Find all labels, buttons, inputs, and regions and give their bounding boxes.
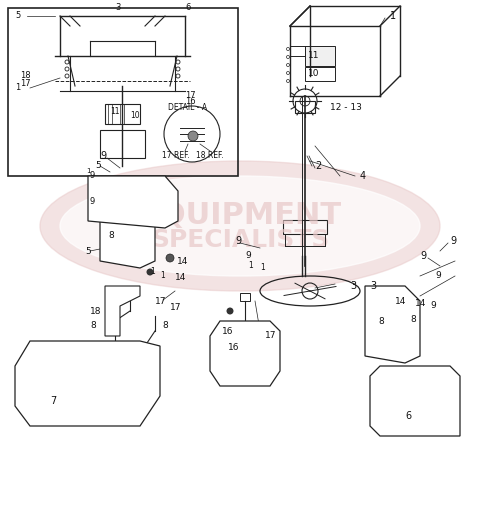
Text: 1: 1 [248,262,253,270]
Bar [105,104,140,124]
Text: 8: 8 [410,314,416,324]
Bar [295,101,315,113]
Text: 11: 11 [110,107,120,117]
Text: 9: 9 [235,236,241,246]
Text: 1: 1 [100,206,105,216]
Text: 9: 9 [115,211,121,221]
Text: 9: 9 [430,301,436,311]
Text: 1: 1 [390,11,396,21]
Bar [305,67,335,81]
Text: 9: 9 [420,251,426,261]
Text: 14: 14 [175,273,186,282]
Text: 17: 17 [170,303,181,313]
Circle shape [146,268,154,276]
Text: SPECIALISTS: SPECIALISTS [151,228,329,252]
Text: 9: 9 [140,260,146,268]
Text: 18 REF.: 18 REF. [196,151,224,159]
Text: 17 REF.: 17 REF. [162,151,190,159]
Text: 14: 14 [415,299,426,309]
Text: 16: 16 [222,327,233,335]
Circle shape [227,308,233,314]
Ellipse shape [40,161,440,291]
Text: 1: 1 [150,266,155,276]
Text: 8: 8 [90,321,96,331]
Text: 3: 3 [115,4,120,12]
Ellipse shape [60,176,420,276]
Text: 14: 14 [395,297,407,305]
Text: 5: 5 [85,247,91,255]
Text: 17: 17 [20,79,31,89]
Text: 6: 6 [185,4,191,12]
Text: 17: 17 [155,297,167,305]
Text: 9: 9 [90,197,95,205]
Text: EQUIPMENT: EQUIPMENT [139,202,341,231]
Text: 1: 1 [160,271,165,281]
Circle shape [166,254,174,262]
Text: 18: 18 [90,307,101,315]
Text: 16: 16 [185,96,196,105]
Text: 9: 9 [435,271,441,281]
Text: 9: 9 [245,251,251,261]
Text: 14: 14 [177,256,188,266]
Text: 18: 18 [20,72,31,80]
Bar [8,8,238,176]
Text: 8: 8 [108,232,114,240]
Text: 1: 1 [15,84,20,92]
Text: 3: 3 [370,281,376,291]
Bar [305,46,335,66]
Polygon shape [100,206,155,268]
Text: 11: 11 [308,52,320,60]
Text: 17: 17 [185,91,196,101]
Text: 9: 9 [110,251,116,261]
Polygon shape [210,321,280,386]
Text: 6: 6 [405,411,411,421]
Polygon shape [370,366,460,436]
Text: 10: 10 [130,111,140,121]
Circle shape [188,131,198,141]
Bar [100,130,145,158]
Text: 16: 16 [228,344,240,352]
Polygon shape [105,286,140,336]
Text: DETAIL - A: DETAIL - A [168,104,207,112]
Circle shape [124,350,132,358]
Text: 17: 17 [265,331,276,341]
Polygon shape [365,286,420,363]
Text: 12 - 13: 12 - 13 [330,104,362,112]
Text: 9: 9 [100,151,106,161]
Polygon shape [88,176,178,228]
Text: 9: 9 [130,241,136,251]
Text: 8: 8 [162,321,168,331]
Text: 9: 9 [450,236,456,246]
Text: 7: 7 [50,396,56,406]
Text: 2: 2 [315,161,321,171]
Text: 1: 1 [260,264,265,272]
Bar [240,293,250,301]
Text: 9: 9 [90,171,95,181]
Text: 1: 1 [86,168,91,174]
Text: 8: 8 [378,316,384,326]
Bar [390,381,420,406]
Text: 3: 3 [350,281,356,291]
Bar [283,220,327,234]
Text: 4: 4 [360,171,366,181]
Text: 5: 5 [95,162,101,170]
Text: 10: 10 [308,70,320,78]
Circle shape [406,297,414,305]
Polygon shape [15,341,160,426]
Text: 5: 5 [15,11,20,21]
